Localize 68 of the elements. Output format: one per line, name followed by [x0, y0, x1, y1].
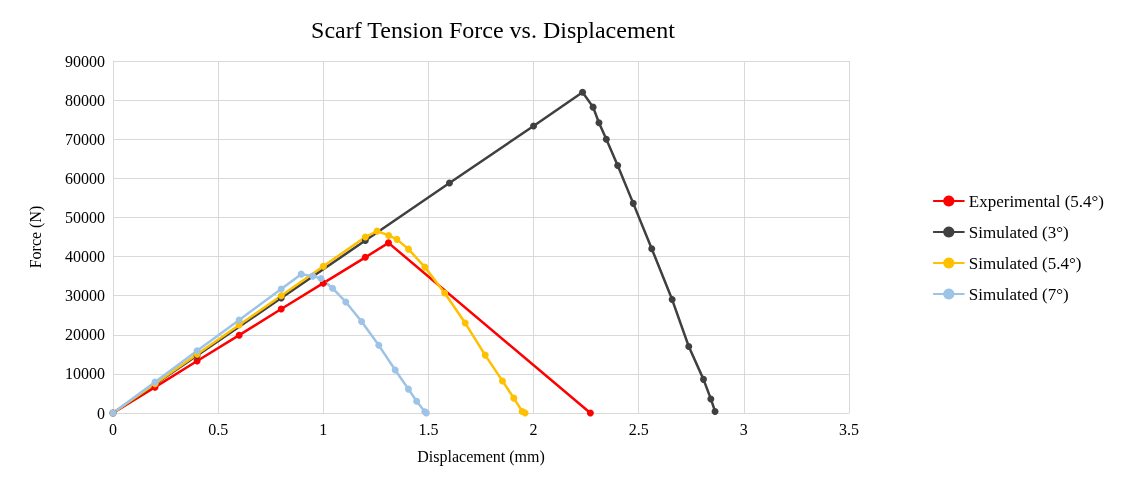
y-tick-label: 40000: [65, 248, 105, 266]
point: [384, 239, 392, 247]
point: [404, 385, 412, 393]
point: [614, 161, 622, 169]
legend-label: Simulated (7°): [968, 284, 1069, 304]
point: [235, 331, 243, 339]
point: [235, 316, 243, 324]
point: [510, 394, 518, 402]
legend-label: Experimental (5.4°): [968, 191, 1105, 211]
point: [498, 377, 506, 385]
point: [579, 88, 587, 96]
point: [441, 289, 449, 297]
y-tick-label: 70000: [65, 130, 105, 148]
point: [461, 319, 469, 327]
point: [297, 270, 305, 278]
point: [530, 122, 538, 130]
x-tick-label: 1.5: [418, 420, 439, 438]
point: [277, 285, 285, 293]
point: [317, 274, 325, 282]
x-axis-title: Displacement (mm): [417, 447, 545, 466]
point: [602, 135, 610, 143]
y-axis-title: Force (N): [26, 205, 45, 269]
x-tick-label: 2: [529, 420, 538, 438]
point: [342, 298, 350, 306]
point: [668, 296, 676, 304]
point: [589, 103, 597, 111]
point: [309, 272, 317, 280]
point: [685, 343, 693, 351]
y-tick-label: 50000: [65, 208, 105, 226]
point: [319, 262, 327, 270]
point: [707, 395, 715, 403]
point: [361, 253, 369, 261]
point: [375, 341, 383, 349]
point: [361, 233, 369, 241]
y-tick-label: 30000: [65, 287, 105, 305]
y-tick-label: 20000: [65, 326, 105, 344]
y-tick-label: 60000: [65, 169, 105, 187]
point: [404, 245, 412, 253]
y-tick-label: 90000: [65, 52, 105, 70]
point: [648, 245, 656, 253]
point: [373, 227, 381, 235]
point: [699, 375, 707, 383]
legend-label: Simulated (5.4°): [968, 253, 1082, 273]
point: [481, 351, 489, 359]
y-tick-label: 0: [97, 404, 105, 422]
point: [629, 199, 637, 207]
chart-title: Scarf Tension Force vs. Displacement: [311, 17, 676, 43]
legend-label: Simulated (3°): [968, 222, 1069, 242]
point: [385, 231, 393, 239]
point: [421, 263, 429, 271]
x-tick-label: 3.5: [839, 420, 859, 438]
point: [393, 235, 401, 243]
point: [277, 305, 285, 313]
point: [391, 366, 399, 374]
x-tick-label: 0.5: [208, 420, 229, 438]
x-tick-label: 2.5: [628, 420, 649, 438]
x-tick-label: 0: [109, 420, 117, 438]
y-tick-label: 10000: [65, 365, 105, 383]
point: [595, 119, 603, 127]
point: [329, 284, 337, 292]
point: [413, 397, 421, 405]
y-tick-label: 80000: [65, 91, 105, 109]
x-tick-label: 3: [739, 420, 748, 438]
point: [586, 409, 594, 417]
point: [358, 317, 366, 325]
point: [711, 407, 719, 415]
x-tick-label: 1: [319, 420, 328, 438]
point: [445, 179, 453, 187]
